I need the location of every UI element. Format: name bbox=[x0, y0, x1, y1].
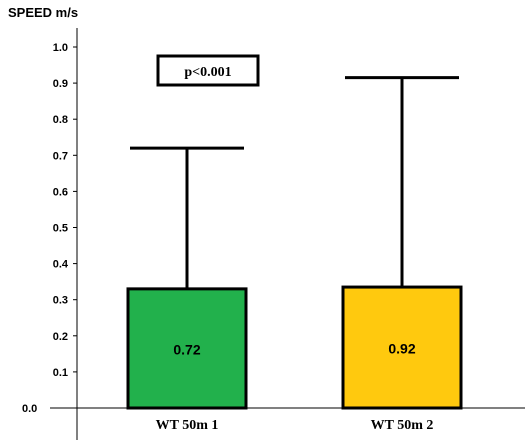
y-tick-label: 0.5 bbox=[53, 223, 68, 235]
y-tick-label: 0.1 bbox=[53, 367, 68, 379]
y-axis-title: SPEED m/s bbox=[8, 5, 78, 20]
bar-data-label: 0.92 bbox=[388, 341, 415, 357]
y-tick-label: 0.7 bbox=[53, 150, 68, 162]
annotation-text: p<0.001 bbox=[184, 65, 231, 80]
bar-data-label: 0.72 bbox=[173, 341, 200, 357]
x-category-label: WT 50m 1 bbox=[156, 418, 219, 433]
y-tick-label: 0.6 bbox=[53, 186, 68, 198]
bars: 0.72 WT 50m 1 0.92 WT 50m 2 bbox=[126, 76, 463, 433]
y-tick-label: 0.8 bbox=[53, 114, 68, 126]
y-tick-label: 0.4 bbox=[53, 259, 69, 271]
y-tick-label: 0.9 bbox=[53, 78, 68, 90]
y-tick-label: 0.2 bbox=[53, 331, 68, 343]
y-tick-label: 0.3 bbox=[53, 295, 68, 307]
bar bbox=[341, 285, 463, 410]
bar bbox=[126, 287, 248, 410]
x-category-label: WT 50m 2 bbox=[371, 418, 434, 433]
y-ticks: 0.0 0.1 0.2 0.3 0.4 0.5 0.6 0.7 0.8 0.9 1.0 bbox=[22, 42, 77, 415]
annotation-group: p<0.001 bbox=[156, 54, 260, 87]
y-tick-label: 1.0 bbox=[53, 42, 68, 54]
y-tick-label: 0.0 bbox=[22, 403, 37, 415]
annotation-box bbox=[156, 54, 260, 87]
